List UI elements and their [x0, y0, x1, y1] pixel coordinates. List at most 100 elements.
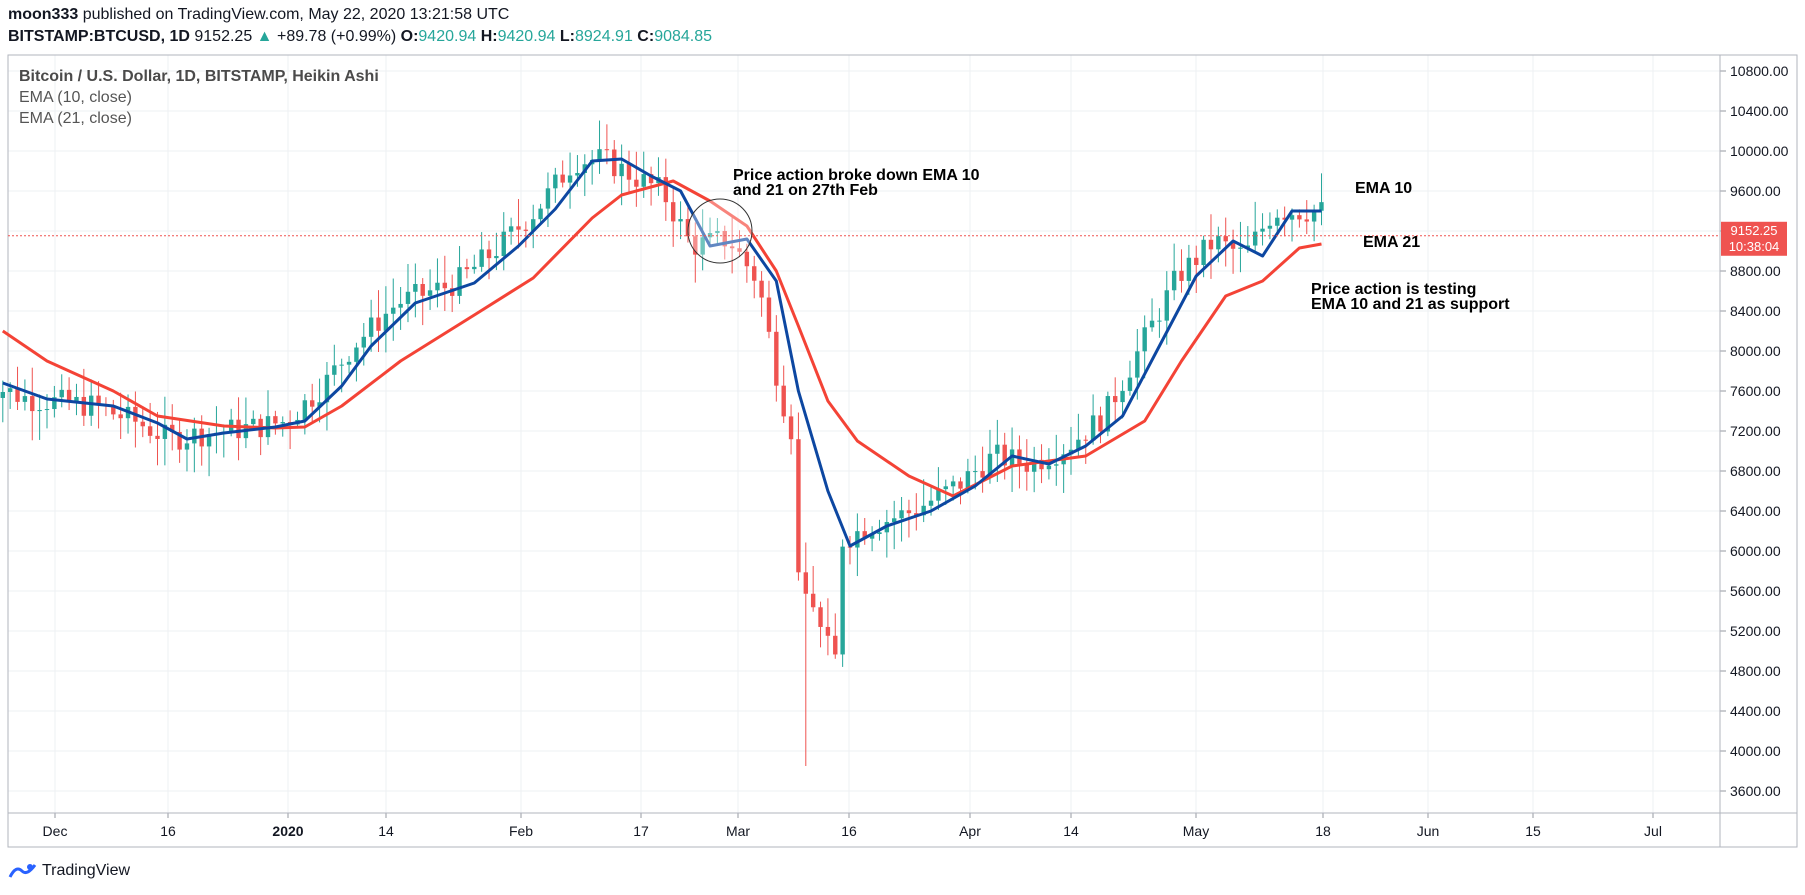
candle[interactable] — [118, 392, 123, 440]
candle[interactable] — [324, 362, 330, 431]
candle[interactable] — [140, 406, 145, 438]
candle[interactable] — [1267, 212, 1273, 240]
candle[interactable] — [1083, 435, 1088, 464]
candle[interactable] — [626, 150, 632, 193]
footer-brand[interactable]: TradingView — [8, 862, 130, 880]
candle[interactable] — [818, 601, 823, 648]
publisher-user[interactable]: moon333 — [8, 6, 79, 23]
candle[interactable] — [376, 290, 381, 353]
candle[interactable] — [1179, 249, 1184, 293]
candle[interactable] — [501, 212, 506, 271]
candle[interactable] — [803, 542, 808, 766]
candle[interactable] — [486, 240, 492, 280]
candle[interactable] — [1142, 315, 1147, 379]
candle[interactable] — [729, 216, 735, 274]
candle[interactable] — [413, 263, 418, 318]
candle[interactable] — [111, 399, 116, 420]
candle[interactable] — [995, 419, 1000, 482]
candle[interactable] — [914, 493, 919, 531]
plot-area[interactable] — [7, 54, 1721, 814]
candle[interactable] — [479, 232, 484, 272]
candle[interactable] — [37, 394, 42, 440]
candle[interactable] — [560, 160, 565, 188]
candle[interactable] — [1230, 229, 1236, 274]
candle[interactable] — [1113, 377, 1118, 422]
candle[interactable] — [184, 429, 190, 472]
candle[interactable] — [516, 199, 521, 249]
candle[interactable] — [553, 167, 558, 203]
candle[interactable] — [678, 201, 683, 240]
legend-series-title[interactable]: Bitcoin / U.S. Dollar, 1D, BITSTAMP, Hei… — [19, 68, 379, 85]
candle[interactable] — [391, 278, 396, 341]
candle[interactable] — [1149, 298, 1155, 332]
candle[interactable] — [332, 344, 337, 386]
candle[interactable] — [538, 203, 543, 225]
candle[interactable] — [700, 209, 705, 271]
candle[interactable] — [1252, 201, 1258, 253]
candle[interactable] — [634, 151, 639, 207]
candle[interactable] — [752, 255, 757, 299]
candle[interactable] — [862, 517, 867, 545]
candle[interactable] — [147, 402, 153, 444]
candle[interactable] — [1098, 406, 1103, 444]
candle[interactable] — [1002, 432, 1007, 480]
candle[interactable] — [766, 280, 772, 339]
candle[interactable] — [1171, 243, 1177, 301]
candle[interactable] — [597, 120, 602, 174]
candle[interactable] — [810, 565, 816, 612]
candle[interactable] — [774, 315, 779, 402]
symbol-name[interactable]: BITSTAMP:BTCUSD, 1D — [8, 28, 190, 45]
candle[interactable] — [523, 221, 529, 248]
candle[interactable] — [472, 254, 477, 274]
candle[interactable] — [177, 419, 182, 463]
candle[interactable] — [759, 271, 764, 317]
candle[interactable] — [1031, 446, 1037, 493]
candle[interactable] — [1223, 217, 1228, 267]
legend-ema21[interactable]: EMA (21, close) — [19, 110, 132, 127]
price-tag[interactable] — [1721, 221, 1787, 256]
candle[interactable] — [22, 379, 28, 411]
candle[interactable] — [840, 539, 845, 667]
candle[interactable] — [670, 188, 676, 247]
candle[interactable] — [405, 263, 411, 323]
candle[interactable] — [74, 383, 79, 416]
candle[interactable] — [346, 356, 352, 374]
ema10-line[interactable] — [2, 157, 1322, 548]
candle[interactable] — [368, 299, 374, 352]
candle[interactable] — [855, 513, 860, 577]
candle[interactable] — [464, 258, 470, 279]
candle[interactable] — [715, 218, 720, 244]
candle[interactable] — [1120, 380, 1125, 419]
candle[interactable] — [1208, 214, 1214, 279]
candle[interactable] — [825, 598, 831, 656]
candle[interactable] — [52, 385, 57, 418]
candle[interactable] — [869, 526, 875, 552]
candle[interactable] — [663, 158, 669, 221]
candle[interactable] — [567, 152, 573, 209]
candle[interactable] — [737, 230, 742, 258]
candle[interactable] — [30, 367, 35, 441]
candle[interactable] — [273, 410, 278, 435]
candle[interactable] — [1260, 213, 1265, 246]
candle[interactable] — [457, 246, 462, 304]
candle[interactable] — [1194, 245, 1199, 293]
legend-ema10[interactable]: EMA (10, close) — [19, 89, 132, 106]
candle[interactable] — [1275, 209, 1280, 234]
candle[interactable] — [796, 412, 801, 581]
candle[interactable] — [162, 396, 168, 466]
candle[interactable] — [833, 613, 838, 659]
candle[interactable] — [781, 365, 786, 423]
candle[interactable] — [0, 380, 5, 423]
candle[interactable] — [1127, 360, 1133, 396]
candle[interactable] — [531, 204, 536, 249]
candle[interactable] — [435, 258, 440, 308]
candle[interactable] — [236, 397, 241, 461]
candle[interactable] — [744, 243, 750, 283]
candle[interactable] — [788, 404, 794, 455]
candle[interactable] — [707, 217, 713, 244]
candle[interactable] — [1186, 244, 1192, 296]
candle[interactable] — [427, 269, 433, 310]
candle[interactable] — [1090, 394, 1096, 445]
candle[interactable] — [66, 377, 72, 411]
